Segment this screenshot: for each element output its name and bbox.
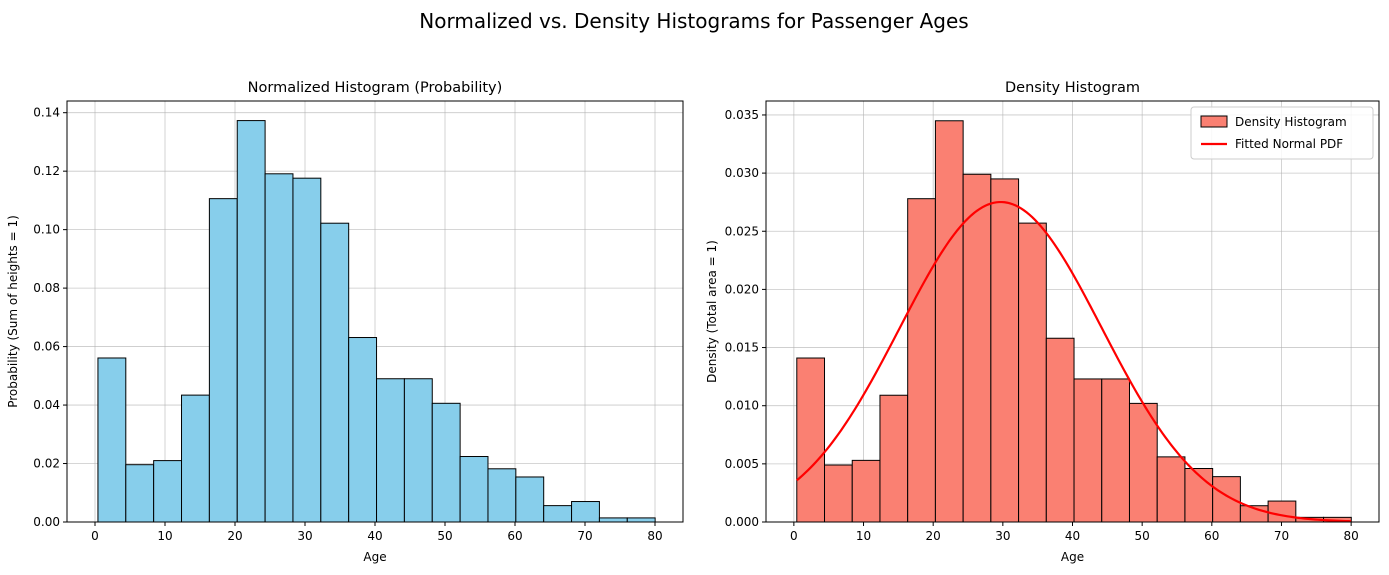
x-tick-label: 10 <box>856 529 871 543</box>
histogram-bar <box>796 357 826 523</box>
histogram-bar <box>208 198 238 523</box>
y-axis: 0.00 0.02 0.04 0.06 0.08 0.10 0.12 0.14 <box>33 106 67 529</box>
fitted-normal-pdf-line <box>796 200 1352 523</box>
x-axis: 0 10 20 30 40 50 60 70 80 <box>91 522 663 543</box>
y-tick-label: 0.010 <box>725 399 759 413</box>
histogram-bar <box>264 173 294 523</box>
x-tick-label: 30 <box>995 529 1010 543</box>
panel-title: Density Histogram <box>1005 80 1140 96</box>
histogram-bar <box>990 178 1020 523</box>
histogram-bar <box>431 402 461 523</box>
histogram-bar <box>1073 378 1103 523</box>
x-tick-label: 30 <box>297 529 312 543</box>
histogram-bar <box>292 177 322 523</box>
y-tick-label: 0.00 <box>33 515 60 529</box>
y-tick-label: 0.06 <box>33 340 60 354</box>
legend-label: Fitted Normal PDF <box>1235 137 1343 151</box>
histogram-bar <box>1156 456 1186 523</box>
x-axis: 0 10 20 30 40 50 60 70 80 <box>790 522 1359 543</box>
histogram-bar <box>181 394 210 523</box>
histogram-bar <box>125 464 155 523</box>
histogram-bar <box>403 378 433 523</box>
x-axis-label: Age <box>1061 550 1084 564</box>
y-tick-label: 0.14 <box>33 106 60 120</box>
histogram-bar <box>515 476 545 523</box>
histogram-bar <box>1045 337 1075 523</box>
y-tick-label: 0.02 <box>33 457 60 471</box>
histogram-bar <box>934 120 964 523</box>
legend-box <box>1190 106 1374 160</box>
legend-label: Density Histogram <box>1235 115 1347 129</box>
histogram-bar <box>1267 500 1297 523</box>
x-tick-label: 80 <box>647 529 662 543</box>
x-tick-label: 70 <box>577 529 592 543</box>
histogram-bar <box>459 456 489 523</box>
x-tick-label: 40 <box>367 529 382 543</box>
histogram-bar <box>598 517 628 523</box>
histogram-bar <box>236 120 266 523</box>
histogram-bar <box>571 501 600 523</box>
x-tick-label: 50 <box>1135 529 1150 543</box>
histogram-bar <box>1101 378 1130 523</box>
y-tick-label: 0.035 <box>725 108 759 122</box>
figure-suptitle: Normalized vs. Density Histograms for Pa… <box>419 9 968 33</box>
histogram-bar <box>907 198 936 523</box>
histogram-bar <box>879 394 909 523</box>
histogram-bars <box>97 120 656 523</box>
histogram-bar <box>348 337 378 523</box>
histogram-bar <box>97 357 127 523</box>
x-tick-label: 10 <box>157 529 172 543</box>
histogram-bar <box>824 464 853 523</box>
y-axis-label: Density (Total area = 1) <box>705 240 719 383</box>
y-tick-label: 0.005 <box>725 457 759 471</box>
y-tick-label: 0.10 <box>33 223 60 237</box>
histogram-bar <box>376 378 405 523</box>
x-tick-label: 20 <box>926 529 941 543</box>
histogram-bars <box>796 120 1352 523</box>
x-tick-label: 40 <box>1065 529 1080 543</box>
x-tick-label: 80 <box>1343 529 1358 543</box>
histogram-bar <box>626 517 656 523</box>
legend-swatch-histogram <box>1200 115 1228 128</box>
y-tick-label: 0.000 <box>725 515 759 529</box>
x-tick-label: 50 <box>437 529 452 543</box>
histogram-bar <box>1212 476 1241 523</box>
x-tick-label: 60 <box>1204 529 1219 543</box>
y-tick-label: 0.025 <box>725 224 759 238</box>
y-tick-label: 0.04 <box>33 398 60 412</box>
histogram-bar <box>320 222 350 523</box>
y-tick-label: 0.020 <box>725 282 759 296</box>
histogram-bar <box>543 505 573 523</box>
panel-title: Normalized Histogram (Probability) <box>248 80 503 96</box>
histogram-bar <box>487 468 517 523</box>
x-tick-label: 0 <box>790 529 798 543</box>
y-tick-label: 0.015 <box>725 341 759 355</box>
histogram-bar <box>153 460 183 523</box>
y-axis: 0.000 0.005 0.010 0.015 0.020 0.025 0.030 0.035 <box>725 108 766 529</box>
histogram-bar <box>851 459 881 523</box>
y-tick-label: 0.12 <box>33 164 60 178</box>
y-tick-label: 0.030 <box>725 166 759 180</box>
x-axis-label: Age <box>363 550 386 564</box>
density-histogram-panel: 0 10 20 30 40 50 60 70 800.0000.0050.0100.0150.0… <box>705 80 1380 564</box>
x-tick-label: 20 <box>227 529 242 543</box>
legend: Density Histogram Fitted Normal PDF <box>1190 106 1374 160</box>
x-tick-label: 70 <box>1274 529 1289 543</box>
normalized-histogram-panel: 0 10 20 30 40 50 60 70 80 0.00 0.02 0.04 0.06 0.08 0.1… <box>6 80 684 564</box>
histogram-bar <box>962 173 992 523</box>
x-tick-label: 0 <box>91 529 99 543</box>
y-axis-label: Probability (Sum of heights = 1) <box>6 215 20 408</box>
x-tick-label: 60 <box>507 529 522 543</box>
histogram-bar <box>1018 222 1047 523</box>
y-tick-label: 0.08 <box>33 281 60 295</box>
